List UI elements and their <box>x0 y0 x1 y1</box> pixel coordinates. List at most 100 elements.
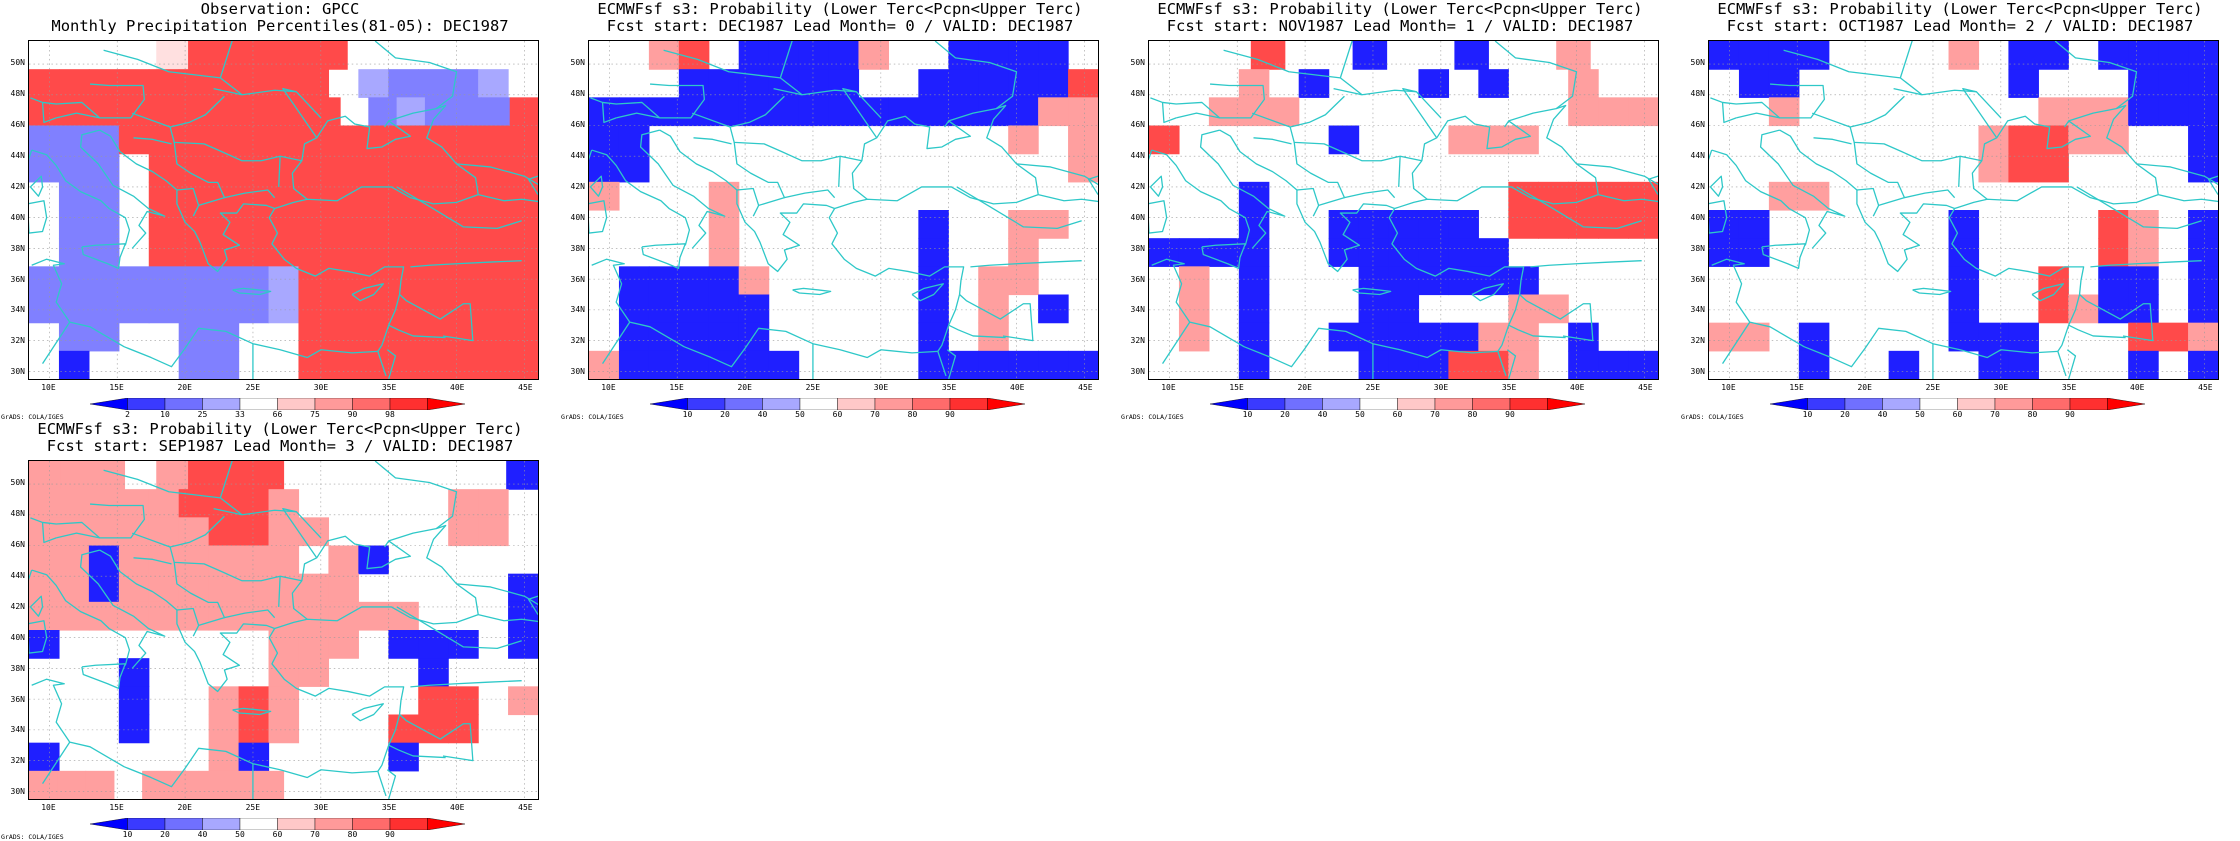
coastline <box>388 324 446 339</box>
grid-cell <box>148 69 180 98</box>
grid-cell <box>2008 350 2039 379</box>
color-bar-segment <box>2107 398 2145 410</box>
grid-cell <box>648 266 680 296</box>
grid-cell <box>2188 69 2218 98</box>
grid-cell <box>1568 97 1599 127</box>
grid-cell <box>1768 97 1800 127</box>
latitude-label: 32N <box>1130 336 1145 346</box>
coastline <box>1087 175 1098 195</box>
grid-cell <box>1448 350 1479 379</box>
grid-cell <box>1149 125 1180 155</box>
coastline <box>169 126 302 162</box>
grid-cell <box>1008 97 1039 127</box>
latitude-label: 46N <box>570 120 585 129</box>
grid-cell <box>238 517 270 547</box>
coastline <box>944 120 950 128</box>
coastline <box>616 112 660 119</box>
grid-cell <box>918 238 949 267</box>
grid-cell <box>29 489 60 518</box>
coastline <box>1759 129 1846 249</box>
grid-cell <box>238 181 270 211</box>
color-bar-segment <box>277 818 316 830</box>
latitude-label: 30N <box>570 367 585 377</box>
grid-cell <box>1268 97 1300 127</box>
coastline <box>602 321 631 364</box>
grid-cell <box>311 97 341 127</box>
color-bar-segment <box>427 398 465 410</box>
grid-cell <box>2038 97 2069 127</box>
grid-cell <box>29 461 62 490</box>
grid-cell <box>678 266 710 296</box>
coastline <box>779 41 793 79</box>
grid-cell <box>1238 350 1270 379</box>
grid-cell <box>1068 69 1098 98</box>
color-bar-segment <box>1957 398 1996 410</box>
grid-cell <box>251 41 285 70</box>
grid-cell <box>2098 238 2129 267</box>
probability-map <box>1708 40 2219 380</box>
color-bar-label: 25 <box>197 410 208 419</box>
panel-title-line-1: ECMWFsf s3: Probability (Lower Terc<Pcpn… <box>1157 0 1643 18</box>
grid-cell <box>1948 210 1980 239</box>
grid-cell <box>888 97 919 127</box>
grid-cell <box>219 461 253 490</box>
coastline <box>693 137 732 145</box>
longitude-label: 35E <box>1501 383 1517 392</box>
coastline <box>1811 95 1905 128</box>
grid-cell <box>1508 210 1539 239</box>
grid-cell <box>508 266 538 296</box>
latitude-label: 46N <box>10 540 25 549</box>
grid-cell <box>238 573 270 603</box>
grid-cell <box>1038 97 1069 127</box>
grid-cell <box>328 181 359 211</box>
grid-cell <box>708 294 740 324</box>
grid-cell <box>1738 41 1770 70</box>
grid-cell <box>178 238 210 267</box>
longitude-label: 10E <box>1721 383 1736 392</box>
latitude-label: 50N <box>10 58 25 68</box>
coastline <box>1151 258 1498 368</box>
color-bar-label: 40 <box>197 830 208 839</box>
latitude-label: 38N <box>10 243 25 253</box>
grid-cell <box>478 350 509 379</box>
color-bar-segment <box>239 818 278 830</box>
grid-cell <box>2158 41 2189 70</box>
grid-cell <box>418 69 449 98</box>
latitude-label: 34N <box>1690 305 1705 315</box>
grid-cell <box>178 517 210 547</box>
panel-title-line-2: Fcst start: NOV1987 Lead Month= 1 / VALI… <box>1166 17 1634 35</box>
grid-cell <box>1598 210 1629 239</box>
color-bar-svg <box>90 398 465 410</box>
coastline <box>81 663 126 690</box>
grid-cell <box>178 545 210 575</box>
grid-cell <box>828 69 860 98</box>
grid-cell <box>148 573 180 603</box>
grid-cell <box>328 630 359 659</box>
coastline <box>1402 87 1438 139</box>
coastline <box>456 583 538 606</box>
panel-title: ECMWFsf s3: Probability (Lower Terc<Pcpn… <box>560 1 1120 35</box>
color-bar-label: 98 <box>385 410 395 419</box>
coastline <box>1779 129 1955 273</box>
coastline <box>232 287 272 296</box>
coastline <box>1038 193 1098 203</box>
grid-cell <box>388 69 419 98</box>
coastline <box>1506 349 1517 379</box>
color-bar-labels: 10 20 40 50 60 70 80 90 <box>90 830 465 840</box>
coastline <box>1813 137 1852 145</box>
longitude-label: 15E <box>109 803 124 812</box>
coastline <box>1519 294 1594 342</box>
color-bar-segment <box>687 398 726 410</box>
grid-cell <box>1454 41 1489 70</box>
grid-cell <box>2038 266 2069 296</box>
grid-cell <box>448 714 479 744</box>
grid-cell <box>678 322 710 352</box>
latitude-label: 36N <box>570 274 585 284</box>
grid-cell <box>508 210 538 239</box>
latitude-label: 38N <box>1130 243 1145 253</box>
grid-cell <box>1709 41 1740 70</box>
color-bar-label: 80 <box>1467 410 1478 419</box>
grid-cell <box>148 181 180 211</box>
panel-forecast-lead-2: ECMWFsf s3: Probability (Lower Terc<Pcpn… <box>1680 0 2240 421</box>
grid-cell <box>828 41 860 70</box>
